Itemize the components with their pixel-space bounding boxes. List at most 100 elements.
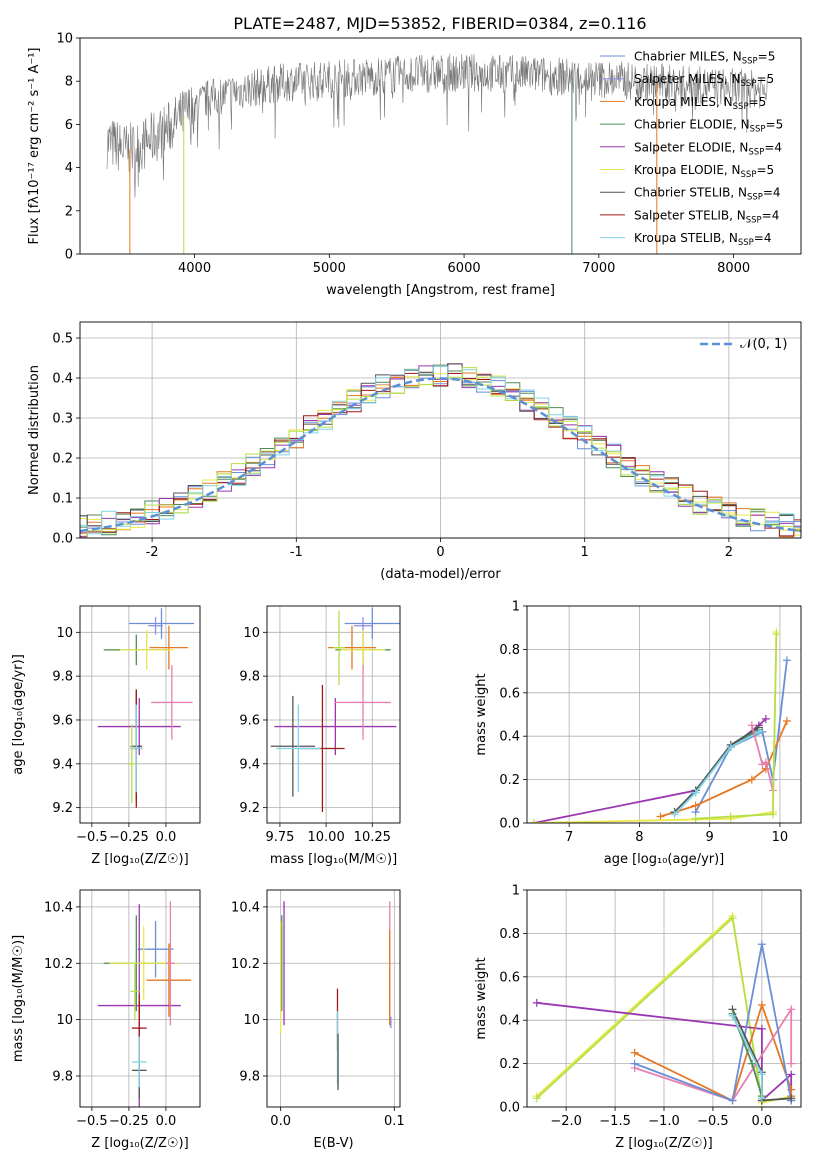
x-axis-label: Z [log₁₀(Z/Z☉)] <box>615 1136 712 1151</box>
legend-entry: Salpeter STELIB, NSSP=4 <box>634 208 779 225</box>
plus-marker <box>532 1094 541 1103</box>
y-tick-label: 9.8 <box>52 1070 73 1085</box>
axes-frame <box>79 321 802 539</box>
panel-mass-vs-Z: −0.5 −0.25 0.0 9.8 10 10.2 10.4 Z [log₁₀(Z/Z☉)]… <box>11 889 201 1151</box>
plus-marker <box>787 1094 796 1103</box>
x-axis-label: E(B-V) <box>313 1136 353 1151</box>
plus-marker <box>630 1048 639 1057</box>
x-tick-label: 0.0 <box>752 1114 773 1129</box>
y-tick-label: 0.3 <box>52 412 73 427</box>
y-tick-label: 10 <box>56 1013 73 1028</box>
plus-marker <box>630 1059 639 1068</box>
y-tick-label: 0.6 <box>499 970 520 985</box>
y-tick-label: 6 <box>65 118 73 133</box>
plus-marker <box>754 727 763 736</box>
plus-marker <box>728 914 737 923</box>
y-tick-label: 0.1 <box>52 492 73 507</box>
legend-entry: 𝒩(0, 1) <box>740 337 787 352</box>
y-tick-label: 9.8 <box>52 670 73 685</box>
plus-marker <box>768 810 777 819</box>
plus-marker <box>757 1024 766 1033</box>
y-tick-label: 10.4 <box>44 900 73 915</box>
y-tick-label: 9.8 <box>239 1070 260 1085</box>
x-tick-label: −1.5 <box>599 1114 631 1129</box>
x-tick-label: 9 <box>706 830 714 845</box>
legend-entry: Kroupa ELODIE, NSSP=5 <box>634 163 774 180</box>
plus-marker <box>691 814 700 823</box>
x-axis-label: Z [log₁₀(Z/Z☉)] <box>91 852 188 867</box>
x-axis-label: wavelength [Angstrom, rest frame] <box>326 283 555 298</box>
plus-marker <box>691 788 700 797</box>
plus-marker <box>691 801 700 810</box>
histogram-series <box>80 371 801 538</box>
y-tick-label: 10 <box>56 32 73 47</box>
y-tick-label: 1 <box>512 600 520 615</box>
x-tick-label: 0 <box>436 545 444 560</box>
plot-area <box>530 628 791 823</box>
x-tick-label: 7 <box>565 830 573 845</box>
y-tick-label: 0.8 <box>499 643 520 658</box>
x-axis-label: (data-model)/error <box>380 567 501 582</box>
x-tick-label: −0.5 <box>76 830 108 845</box>
y-tick-label: 0.2 <box>499 773 520 788</box>
y-tick-label: 1 <box>512 884 520 899</box>
legend-entry: Chabrier ELODIE, NSSP=5 <box>634 118 783 135</box>
x-tick-label: 0.1 <box>384 1114 405 1129</box>
y-tick-label: 9.2 <box>239 801 260 816</box>
panel-residuals: -2 -1 0 1 2 0.0 0.1 0.2 0.3 0.4 0.5 (data-model)/er… <box>27 321 802 582</box>
plus-marker <box>748 1059 757 1068</box>
plus-marker <box>757 1001 766 1010</box>
x-tick-label: 4000 <box>178 261 211 276</box>
x-tick-label: 10.00 <box>308 830 345 845</box>
x-tick-label: 8 <box>635 830 643 845</box>
y-tick-label: 0.0 <box>499 817 520 832</box>
y-tick-label: 9.6 <box>52 713 73 728</box>
y-tick-label: 0.8 <box>499 927 520 942</box>
y-axis-label: mass [log₁₀(M/M☉)] <box>11 935 26 1062</box>
weight-series <box>673 726 760 813</box>
plus-marker <box>757 940 766 949</box>
plus-marker <box>530 819 539 823</box>
plus-marker <box>757 1094 766 1103</box>
y-tick-label: 0.4 <box>52 372 73 387</box>
y-tick-label: 9.4 <box>52 757 73 772</box>
y-tick-label: 4 <box>65 161 73 176</box>
plus-marker <box>787 1005 796 1014</box>
y-tick-label: 0.2 <box>499 1057 520 1072</box>
y-tick-label: 0.0 <box>499 1101 520 1116</box>
x-axis-label: Z [log₁₀(Z/Z☉)] <box>91 1136 188 1151</box>
x-tick-label: −1.0 <box>648 1114 680 1129</box>
x-tick-label: 5000 <box>313 261 346 276</box>
x-tick-label: -1 <box>290 545 303 560</box>
plot-area <box>270 608 400 813</box>
plot-area <box>532 912 796 1107</box>
legend-entry: Kroupa STELIB, NSSP=4 <box>634 231 772 248</box>
plot-area <box>80 363 801 538</box>
y-tick-label: 0.6 <box>499 686 520 701</box>
x-tick-label: 2 <box>725 545 733 560</box>
y-tick-label: 0.5 <box>52 332 73 347</box>
x-axis-label: age [log₁₀(age/yr)] <box>604 852 725 867</box>
x-tick-label: 0.0 <box>270 1114 291 1129</box>
y-tick-label: 0 <box>65 248 73 263</box>
plus-marker <box>726 743 735 752</box>
plus-marker <box>782 656 791 665</box>
plus-marker <box>747 775 756 784</box>
axes-frame <box>266 889 401 1108</box>
plus-marker <box>761 758 770 767</box>
plot-area <box>97 901 192 1107</box>
axes-frame <box>266 605 401 824</box>
plus-marker <box>772 630 781 639</box>
axes-frame <box>79 605 201 824</box>
histogram-series <box>80 372 801 537</box>
y-tick-label: 9.8 <box>239 670 260 685</box>
axes-frame <box>79 889 201 1108</box>
plus-marker <box>757 1070 766 1079</box>
weight-series <box>634 944 793 1102</box>
plus-marker <box>726 812 735 821</box>
panel-mass-vs-EBV: 0.0 0.1 9.8 10 10.2 10.4 E(B-V) <box>231 889 405 1151</box>
y-tick-label: 9.6 <box>239 713 260 728</box>
y-axis-label: Flux [fλ10⁻¹⁷ erg cm⁻² s⁻¹ A⁻¹] <box>27 48 42 245</box>
plus-marker <box>747 721 756 730</box>
y-tick-label: 10 <box>243 1013 260 1028</box>
